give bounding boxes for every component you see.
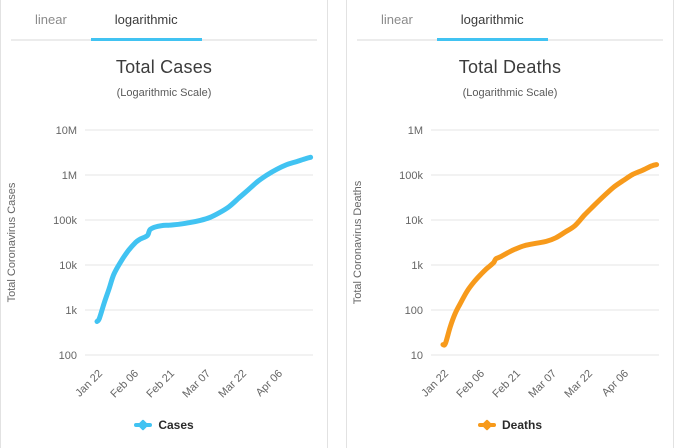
x-tick-label: Jan 22 (73, 368, 105, 400)
y-tick-label: 100k (399, 170, 423, 182)
y-tick-label: 100k (53, 215, 77, 227)
total-deaths-panel: linear logarithmic Total Deaths (Logarit… (346, 0, 674, 448)
x-tick-label: Jan 22 (419, 368, 451, 400)
x-tick-label: Feb 21 (144, 368, 177, 401)
cases-scale-tabs: linear logarithmic (11, 0, 317, 41)
y-tick-label: 100 (59, 350, 77, 362)
tab-logarithmic[interactable]: logarithmic (90, 0, 202, 41)
chart-title: Total Cases (115, 57, 213, 77)
chart-subtitle: (Logarithmic Scale) (116, 87, 212, 99)
tab-linear[interactable]: linear (381, 12, 413, 27)
y-tick-label: 10k (405, 215, 423, 227)
cases-series-marker-icon (134, 419, 153, 431)
legend-label: Deaths (501, 418, 542, 432)
y-tick-label: 10M (56, 125, 77, 137)
legend-item-cases[interactable]: Cases (1, 418, 327, 432)
y-tick-label: 10 (411, 350, 423, 362)
y-tick-label: 10k (59, 260, 77, 272)
y-tick-label: 1k (65, 305, 77, 317)
y-tick-label: 1k (411, 260, 423, 272)
y-axis-title: Total Coronavirus Deaths (352, 180, 364, 304)
x-tick-label: Mar 22 (216, 368, 249, 401)
x-tick-label: Mar 22 (562, 368, 595, 401)
total-deaths-series-line (440, 162, 660, 348)
tab-linear[interactable]: linear (35, 12, 67, 27)
x-tick-label: Apr 06 (254, 368, 285, 399)
y-tick-label: 1M (62, 170, 77, 182)
x-tick-label: Feb 06 (108, 368, 141, 401)
y-tick-label: 1M (408, 125, 423, 137)
deaths-series-marker-icon (477, 419, 496, 431)
legend-item-deaths[interactable]: Deaths (347, 418, 673, 432)
deaths-scale-tabs: linear logarithmic (357, 0, 663, 41)
deaths-chart-canvas[interactable]: 1M 100k 10k 1k 100 10 Total Coronavirus Deaths… (347, 104, 675, 416)
y-axis-title: Total Coronavirus Cases (6, 182, 18, 302)
total-cases-series-line (94, 154, 314, 324)
y-tick-label: 100 (405, 305, 423, 317)
legend-label: Cases (158, 418, 194, 432)
cases-chart-canvas[interactable]: 10M 1M 100k 10k 1k 100 Total Coronavirus Cases… (1, 104, 329, 416)
chart-title: Total Deaths (458, 57, 562, 77)
x-tick-label: Mar 07 (180, 368, 213, 401)
x-tick-label: Mar 07 (526, 368, 559, 401)
x-tick-label: Feb 06 (454, 368, 487, 401)
x-tick-label: Apr 06 (600, 368, 631, 399)
total-cases-panel: linear logarithmic Total Cases (Logarith… (0, 0, 328, 448)
tab-logarithmic[interactable]: logarithmic (436, 0, 548, 41)
chart-subtitle: (Logarithmic Scale) (462, 87, 558, 99)
x-tick-label: Feb 21 (490, 368, 523, 401)
